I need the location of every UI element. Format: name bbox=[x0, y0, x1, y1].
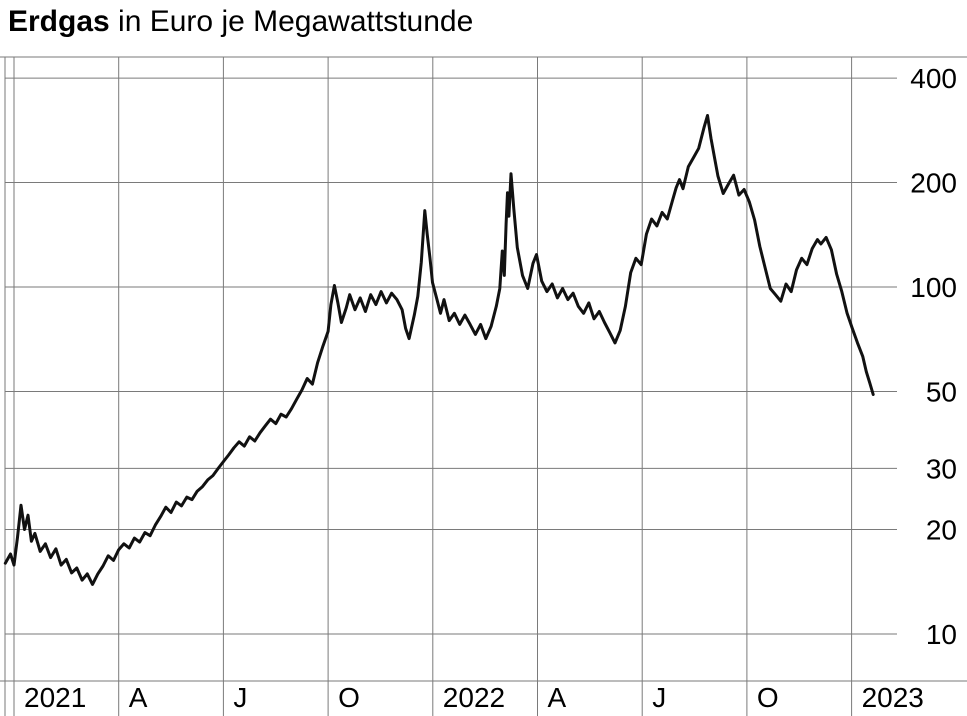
x-axis-label: 2023 bbox=[862, 682, 924, 713]
y-axis-label: 30 bbox=[926, 453, 957, 484]
x-axis-label: A bbox=[548, 682, 567, 713]
x-axis-label: A bbox=[129, 682, 148, 713]
x-axis-label: O bbox=[757, 682, 779, 713]
y-axis-label: 20 bbox=[926, 515, 957, 546]
y-axis-labels: 400 200 100 50 30 20 10 bbox=[910, 63, 957, 650]
x-axis-label: O bbox=[338, 682, 360, 713]
x-axis-label: 2021 bbox=[24, 682, 86, 713]
chart-title-rest: in Euro je Megawattstunde bbox=[109, 5, 474, 38]
x-axis-label: J bbox=[652, 682, 666, 713]
y-axis-label: 50 bbox=[926, 377, 957, 408]
y-axis-label: 200 bbox=[910, 168, 957, 199]
chart-title: Erdgas in Euro je Megawattstunde bbox=[8, 4, 473, 40]
y-axis-label: 10 bbox=[926, 619, 957, 650]
x-axis-labels: 2021 A J O 2022 A J O 2023 bbox=[24, 682, 924, 713]
x-axis-label: J bbox=[233, 682, 247, 713]
y-axis-label: 100 bbox=[910, 272, 957, 303]
grid-lines bbox=[0, 56, 967, 716]
y-axis-label: 400 bbox=[910, 63, 957, 94]
chart-title-bold: Erdgas bbox=[8, 5, 110, 38]
price-line bbox=[3, 114, 875, 586]
x-axis-label: 2022 bbox=[443, 682, 505, 713]
